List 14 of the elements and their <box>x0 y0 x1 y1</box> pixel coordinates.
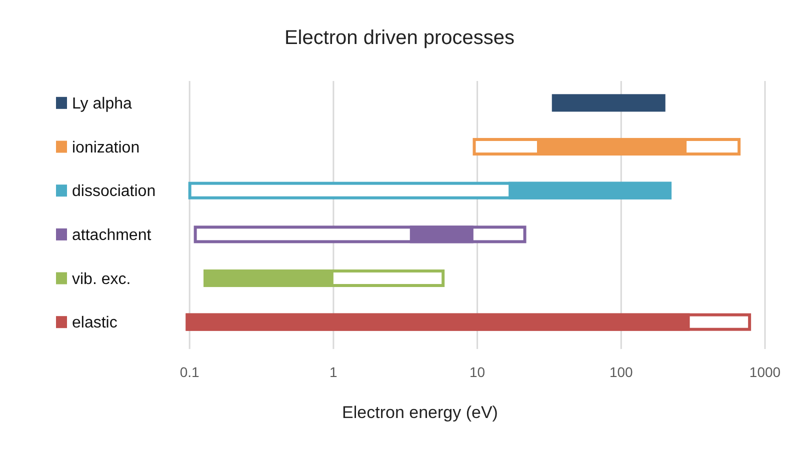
x-tick-label: 100 <box>609 364 634 380</box>
y-tick-label: elastic <box>72 314 118 332</box>
y-tick-label: dissociation <box>72 183 156 200</box>
bar <box>552 94 666 112</box>
x-axis-title: Electron energy (eV) <box>342 403 498 422</box>
y-tick-label: attachment <box>72 227 152 244</box>
x-tick-label: 1000 <box>749 364 781 380</box>
x-tick-label: 0.1 <box>180 364 200 380</box>
y-tick-label: vib. exc. <box>72 270 131 288</box>
chart-title: Electron driven processes <box>284 27 515 49</box>
y-tick-label: Ly alpha <box>72 96 132 113</box>
y-tick-label: ionization <box>72 139 140 156</box>
x-tick-label: 1 <box>330 364 338 380</box>
x-tick-label: 10 <box>470 364 486 380</box>
